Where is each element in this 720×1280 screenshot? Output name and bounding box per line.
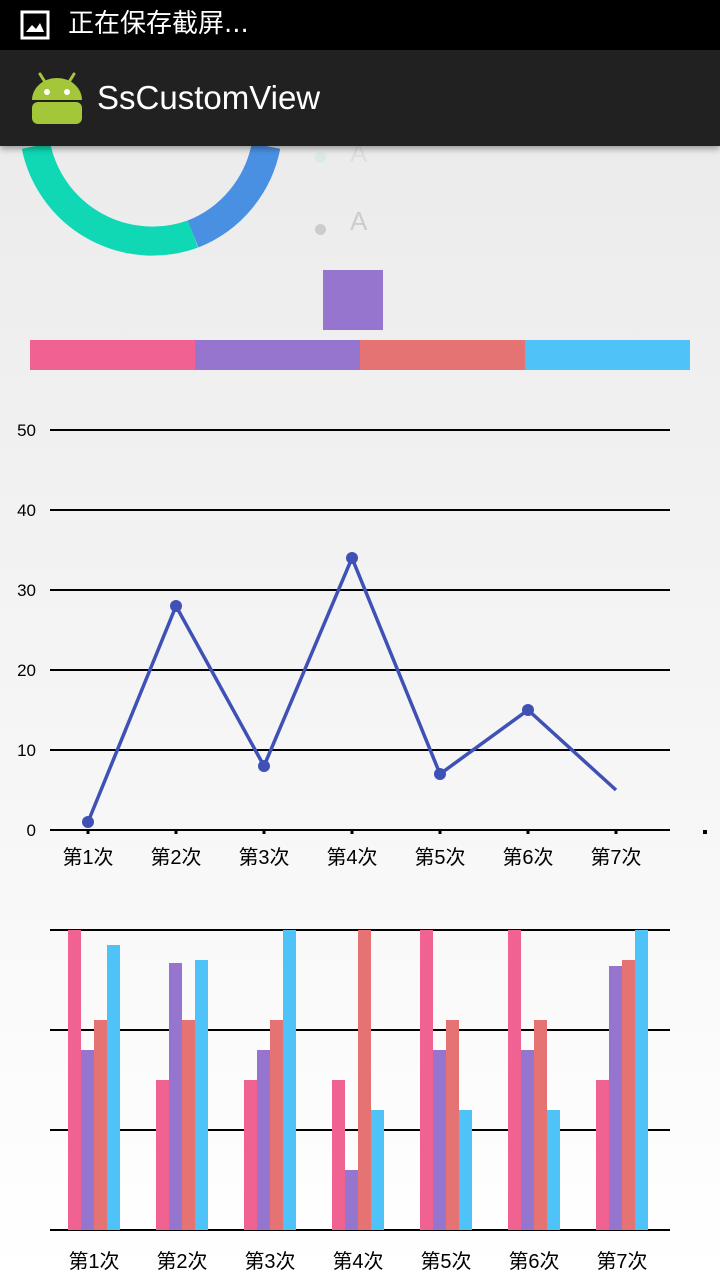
bar [68, 930, 81, 1230]
data-point [258, 760, 270, 772]
status-notification-text: 正在保存截屏... [68, 9, 249, 39]
y-tick-label: 30 [17, 581, 36, 600]
action-bar: SsCustomView [0, 50, 720, 146]
x-tick-label: 第6次 [508, 1250, 559, 1273]
color-strip-salmon [360, 340, 525, 370]
color-strip [30, 340, 690, 370]
legend-dot [315, 152, 326, 163]
bar [371, 1110, 384, 1230]
x-tick-label: 第3次 [238, 846, 289, 869]
bar [345, 1170, 358, 1230]
bar [169, 963, 182, 1230]
data-point [170, 600, 182, 612]
color-strip-blue [525, 340, 690, 370]
axis-end-dot [703, 830, 707, 834]
status-bar: 正在保存截屏... [0, 0, 720, 50]
donut-chart [21, 146, 281, 256]
bar [596, 1080, 609, 1230]
color-strip-purple [195, 340, 360, 370]
bar [283, 930, 296, 1230]
x-tick-label: 第7次 [590, 846, 641, 869]
legend: A A [310, 138, 430, 246]
y-tick-label: 50 [17, 421, 36, 440]
bar [156, 1080, 169, 1230]
legend-label: A [350, 206, 368, 236]
bar [270, 1020, 283, 1230]
y-tick-label: 0 [27, 821, 36, 840]
y-tick-label: 20 [17, 661, 36, 680]
x-tick-label: 第2次 [156, 1250, 207, 1273]
bar [332, 1080, 345, 1230]
bar [94, 1020, 107, 1230]
x-tick-label: 第7次 [596, 1250, 647, 1273]
color-strip-pink [30, 340, 195, 370]
app-title: SsCustomView [97, 79, 321, 116]
x-tick-label: 第4次 [326, 846, 377, 869]
bar [182, 1020, 195, 1230]
x-tick-label: 第5次 [414, 846, 465, 869]
bar [622, 960, 635, 1230]
y-tick-label: 10 [17, 741, 36, 760]
x-tick-label: 第5次 [420, 1250, 471, 1273]
content-area: A A 0 10 20 30 40 50 第1次 第2次 第3次 第4次 第5次 第6次 第7次 第1次… [0, 138, 720, 1280]
bar [433, 1050, 446, 1230]
data-point [434, 768, 446, 780]
donut-segment-teal [21, 146, 198, 256]
bar [358, 930, 371, 1230]
line-chart: 0 10 20 30 40 50 第1次 第2次 第3次 第4次 第5次 第6次 第7次 [17, 421, 707, 869]
x-tick-label: 第3次 [244, 1250, 295, 1273]
bar [534, 1020, 547, 1230]
bar [420, 930, 433, 1230]
legend-dot [315, 224, 326, 235]
data-point [522, 704, 534, 716]
bar [547, 1110, 560, 1230]
series-line [86, 553, 618, 823]
bar [257, 1050, 270, 1230]
x-tick-label: 第2次 [150, 846, 201, 869]
screenshot-image-icon [20, 10, 50, 40]
x-tick-label: 第1次 [68, 1250, 119, 1273]
x-tick-label: 第1次 [62, 846, 113, 869]
x-tick-label: 第4次 [332, 1250, 383, 1273]
bar [508, 930, 521, 1230]
android-app-icon[interactable] [28, 70, 86, 128]
bar [446, 1020, 459, 1230]
donut-segment-blue [187, 146, 281, 248]
bar [609, 966, 622, 1230]
bar-chart: 第1次 第2次 第3次 第4次 第5次 第6次 第7次 [50, 929, 670, 1273]
bar [81, 1050, 94, 1230]
bar [244, 1080, 257, 1230]
data-point [82, 816, 94, 828]
purple-square [323, 270, 383, 330]
bar [459, 1110, 472, 1230]
bar [107, 945, 120, 1230]
x-tick-label: 第6次 [502, 846, 553, 869]
y-tick-label: 40 [17, 501, 36, 520]
data-point [346, 552, 358, 564]
bar [635, 930, 648, 1230]
bar [521, 1050, 534, 1230]
bar [195, 960, 208, 1230]
